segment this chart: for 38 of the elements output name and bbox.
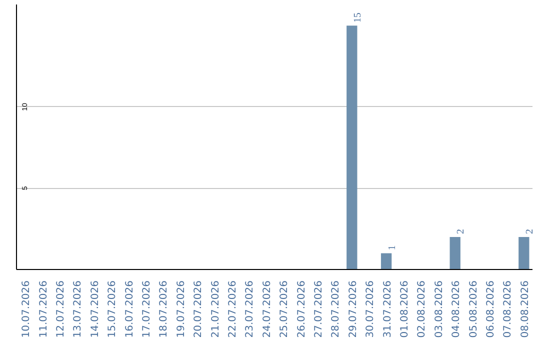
- x-tick-label: 28.07.2026: [330, 280, 342, 338]
- x-tick-label: 06.08.2026: [486, 280, 496, 338]
- data-label: 15: [352, 12, 364, 23]
- bar: [450, 236, 460, 270]
- x-tick-label: 14.07.2026: [90, 280, 101, 338]
- x-tick-label: 18.07.2026: [158, 280, 170, 338]
- x-tick-label: 01.08.2026: [400, 280, 410, 338]
- x-tick-label: 22.07.2026: [228, 280, 238, 338]
- x-tick-label: 13.07.2026: [72, 280, 84, 338]
- x-tick-label: 02.08.2026: [416, 280, 428, 338]
- bar: [518, 236, 530, 270]
- x-tick-label: 29.07.2026: [348, 280, 359, 338]
- x-tick-label: 17.07.2026: [142, 280, 152, 338]
- x-tick-label: 05.08.2026: [468, 280, 480, 338]
- bar: [380, 253, 392, 270]
- x-tick-label: 25.07.2026: [279, 280, 290, 338]
- x-tick-label: 23.07.2026: [244, 280, 256, 338]
- bar: [346, 26, 358, 270]
- x-tick-label: 26.07.2026: [296, 280, 308, 338]
- data-label: 1: [386, 245, 398, 250]
- data-label: 2: [524, 228, 536, 234]
- data-label: 2: [456, 228, 467, 234]
- x-tick-label: 10.07.2026: [21, 280, 32, 338]
- x-tick-label: 24.07.2026: [262, 280, 273, 338]
- x-tick-label: 20.07.2026: [193, 280, 204, 338]
- x-tick-label: 19.07.2026: [176, 280, 187, 338]
- x-tick-label: 03.08.2026: [434, 280, 445, 338]
- x-tick-label: 12.07.2026: [56, 280, 66, 338]
- x-tick-label: 07.08.2026: [502, 280, 514, 338]
- x-tick-label: 04.08.2026: [451, 280, 462, 338]
- x-tick-label: 11.07.2026: [38, 280, 50, 338]
- x-tick-label: 21.07.2026: [210, 280, 222, 338]
- x-tick-label: 30.07.2026: [365, 280, 376, 338]
- x-tick-label: 31.07.2026: [382, 280, 394, 338]
- x-tick-label: 08.08.2026: [520, 280, 531, 338]
- x-tick-label: 27.07.2026: [314, 280, 324, 338]
- x-tick-label: 16.07.2026: [124, 280, 136, 338]
- x-tick-label: 15.07.2026: [107, 280, 118, 338]
